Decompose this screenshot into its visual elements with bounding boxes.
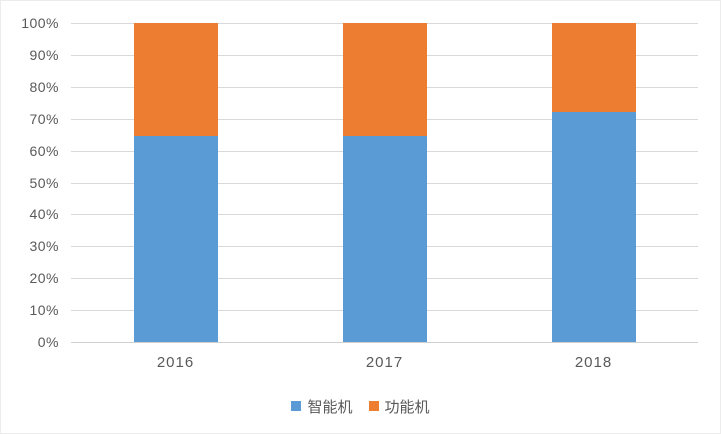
x-tick-label: 2017 [365,354,404,371]
y-tick-label: 80% [29,79,59,95]
y-tick-label: 30% [29,238,59,254]
y-tick-label: 50% [29,175,59,191]
legend-item-feature-phone: 功能机 [368,396,430,417]
y-tick-label: 20% [29,270,59,286]
bar-segment-feature-phone-2016 [134,23,218,136]
x-tick-label: 2018 [574,354,613,371]
x-tick-label: 2016 [156,354,195,371]
bar-segment-feature-phone-2017 [343,23,427,136]
y-tick-label: 90% [29,47,59,63]
y-tick-label: 70% [29,111,59,127]
bar-segment-smartphone-2017 [343,136,427,342]
legend-item-smartphone: 智能机 [291,396,353,417]
legend-swatch-smartphone [291,401,302,411]
legend: 智能机 功能机 [1,394,720,418]
bar-segment-smartphone-2016 [134,136,218,342]
y-tick-label: 40% [29,206,59,222]
bar-segment-smartphone-2018 [552,112,636,342]
legend-label: 功能机 [384,398,430,416]
y-tick-label: 0% [37,334,59,350]
bar-segment-feature-phone-2018 [552,23,636,112]
legend-swatch-feature-phone [368,401,379,411]
legend-label: 智能机 [307,398,353,416]
y-tick-label: 100% [21,15,59,31]
gridline [71,342,698,343]
y-tick-label: 10% [29,302,59,318]
y-tick-label: 60% [29,143,59,159]
